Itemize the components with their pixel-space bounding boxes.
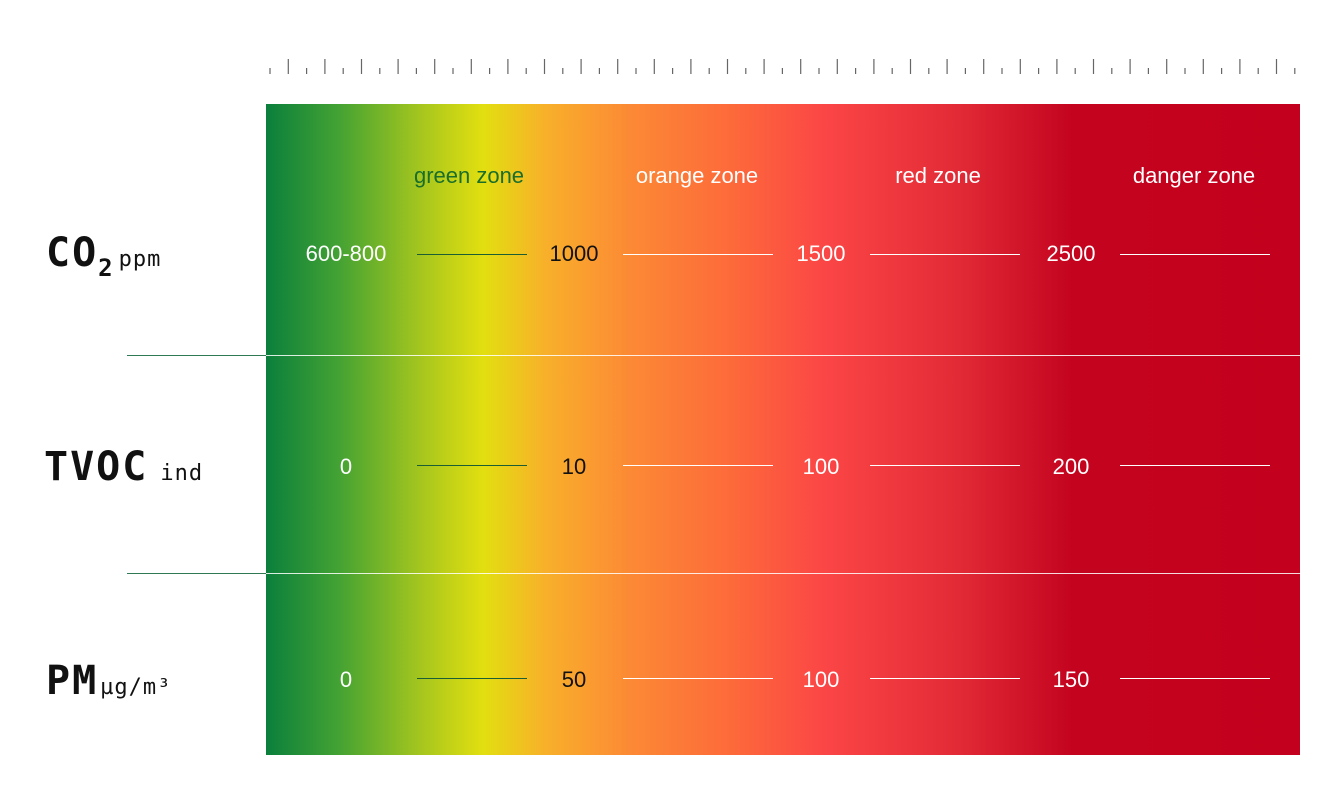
threshold-connector-line [870,678,1020,679]
threshold-value: 200 [1052,454,1090,479]
threshold-connector-line [1120,465,1270,466]
threshold-value: 150 [1052,667,1090,692]
threshold-connector-line [417,678,527,679]
metric-unit: ppm [118,247,162,272]
threshold-value: 100 [802,667,840,692]
threshold-connector-line [623,678,773,679]
metric-subscript: 2 [98,254,113,282]
metric-name: PM [46,658,99,704]
metric-label-tvoc: TVOC ind [44,444,203,490]
row-divider [127,355,1300,356]
threshold-connector-line [870,254,1020,255]
metric-label-pm: PMµg/m³ [46,658,171,704]
threshold-connector-line [417,254,527,255]
threshold-connector-line [1120,678,1270,679]
zone-label: orange zone [635,163,759,188]
threshold-value: 600-800 [305,241,387,266]
zone-label: red zone [895,163,981,188]
threshold-connector-line [417,465,527,466]
metric-name: TVOC [44,444,149,490]
row-divider [127,573,1300,574]
threshold-value: 1500 [796,241,846,266]
threshold-value: 100 [802,454,840,479]
threshold-value: 2500 [1046,241,1096,266]
threshold-value: 1000 [549,241,599,266]
zone-label: green zone [413,163,525,188]
threshold-value: 0 [339,667,353,692]
threshold-connector-line [1120,254,1270,255]
threshold-value: 10 [561,454,587,479]
metric-unit: µg/m³ [100,675,172,700]
gradient-scale-panel [266,104,1300,755]
metric-name: CO [46,230,99,276]
threshold-connector-line [870,465,1020,466]
threshold-value: 0 [339,454,353,479]
threshold-connector-line [623,254,773,255]
tick-ruler [269,59,1296,74]
metric-unit: ind [160,461,204,486]
threshold-value: 50 [561,667,587,692]
threshold-connector-line [623,465,773,466]
zone-label: danger zone [1132,163,1256,188]
metric-label-co2: CO2 ppm [46,230,162,282]
